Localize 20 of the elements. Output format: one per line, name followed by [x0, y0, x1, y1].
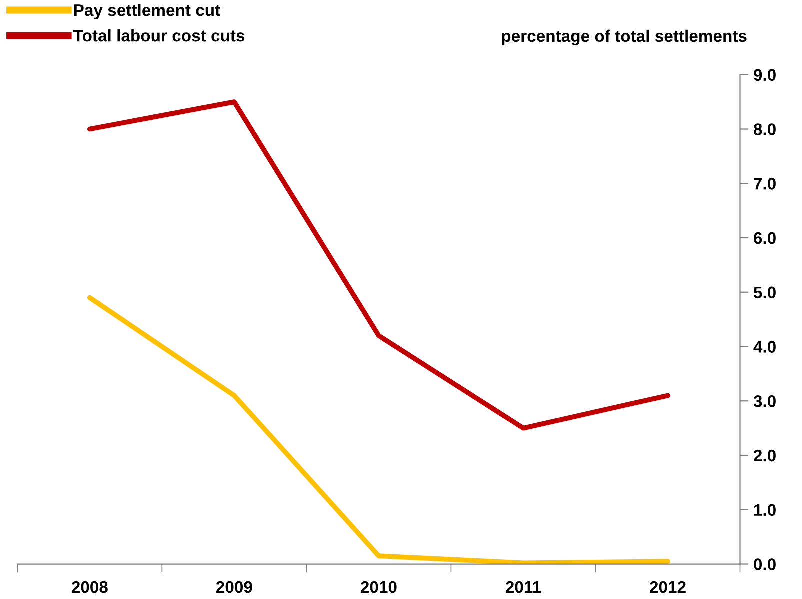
y-axis-title: percentage of total settlements	[502, 30, 747, 46]
x-tick-label: 2008	[72, 581, 108, 594]
y-tick-label: 5.0	[754, 286, 776, 299]
line-series	[87, 295, 670, 564]
y-tick-label: 3.0	[754, 396, 776, 408]
y-tick-label: 7.0	[754, 178, 776, 190]
y-tick-label: 4.0	[754, 341, 776, 353]
x-tick-label: 2011	[506, 581, 542, 594]
line-series	[87, 100, 670, 431]
y-tick-label: 6.0	[754, 232, 776, 244]
legend-label: Total labour cost cuts	[74, 30, 245, 42]
y-tick-label: 9.0	[754, 69, 776, 82]
y-tick-label: 1.0	[754, 504, 776, 516]
y-tick-label: 0.0	[754, 558, 776, 570]
x-tick-label: 2010	[360, 581, 397, 594]
x-tick-label: 2012	[650, 581, 686, 594]
y-tick-label: 2.0	[754, 450, 776, 462]
legend-label: Pay settlement cut	[74, 4, 220, 20]
x-tick-label: 2009	[216, 581, 252, 594]
y-tick-label: 8.0	[754, 124, 776, 136]
